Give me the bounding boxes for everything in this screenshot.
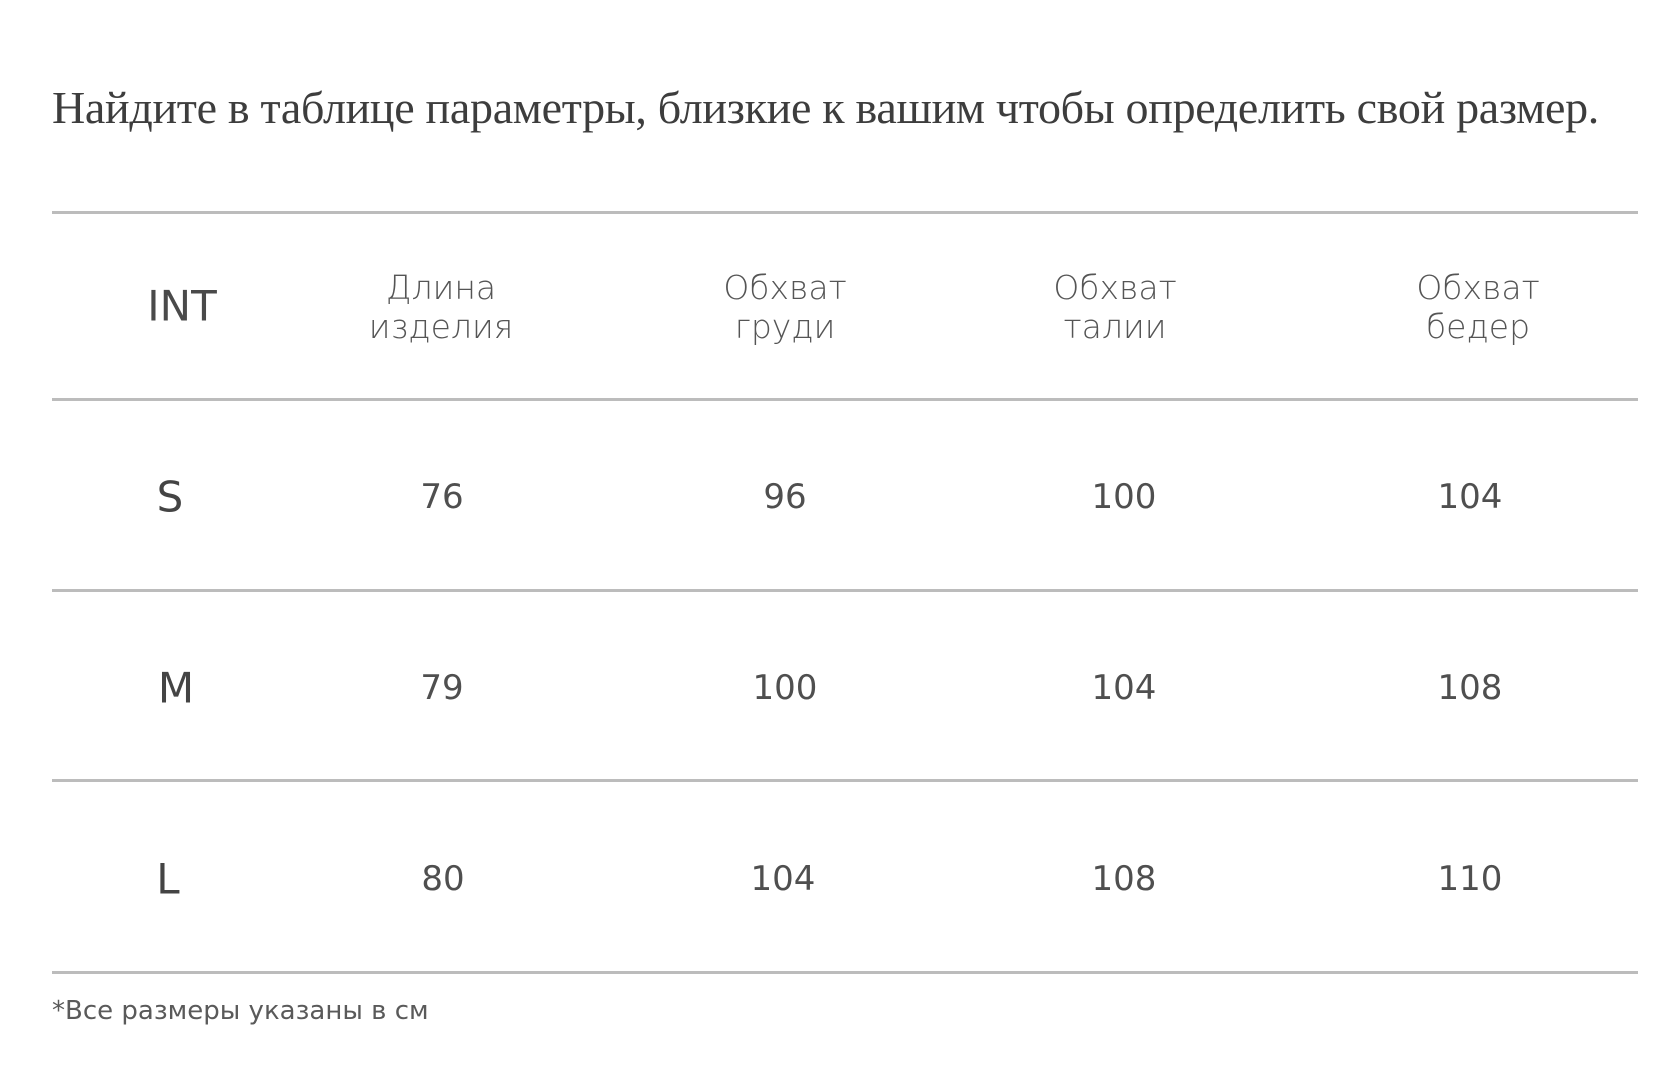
column-header-waist-line1: Обхват <box>1053 268 1177 307</box>
column-header-length-line1: Длина <box>385 268 497 307</box>
value-hips-l: 110 <box>1437 859 1503 899</box>
value-hips-s: 104 <box>1437 477 1503 517</box>
value-chest-s: 96 <box>763 477 807 517</box>
column-header-hips-line2: бедер <box>1425 307 1531 346</box>
column-header-waist-line2: талии <box>1063 307 1167 346</box>
column-header-length-line2: изделия <box>368 307 514 346</box>
value-length-s: 76 <box>420 477 464 517</box>
column-header-waist: Обхват талии <box>1053 268 1176 346</box>
value-waist-m: 104 <box>1091 668 1157 708</box>
table-divider-top <box>52 211 1638 214</box>
column-header-length: Длина изделия <box>369 268 514 346</box>
column-header-int: INT <box>147 281 217 331</box>
value-hips-m: 108 <box>1437 668 1503 708</box>
size-label-m: M <box>157 663 195 713</box>
value-length-m: 79 <box>420 668 464 708</box>
column-header-chest: Обхват груди <box>723 268 846 346</box>
table-divider-header <box>52 398 1638 401</box>
value-waist-l: 108 <box>1091 859 1157 899</box>
size-label-l: L <box>156 854 180 904</box>
column-header-chest-line1: Обхват <box>723 268 847 307</box>
page-heading: Найдите в таблице параметры, близкие к в… <box>52 82 1599 133</box>
column-header-chest-line2: груди <box>734 307 836 346</box>
table-divider-bottom <box>52 971 1638 974</box>
size-label-s: S <box>156 472 184 522</box>
footnote: *Все размеры указаны в см <box>52 996 429 1026</box>
value-waist-s: 100 <box>1091 477 1157 517</box>
column-header-hips-line1: Обхват <box>1416 268 1540 307</box>
table-divider-row-s <box>52 589 1638 592</box>
value-chest-l: 104 <box>750 859 816 899</box>
value-length-l: 80 <box>421 859 465 899</box>
table-divider-row-m <box>52 779 1638 782</box>
value-chest-m: 100 <box>752 668 818 708</box>
column-header-hips: Обхват бедер <box>1416 268 1539 346</box>
